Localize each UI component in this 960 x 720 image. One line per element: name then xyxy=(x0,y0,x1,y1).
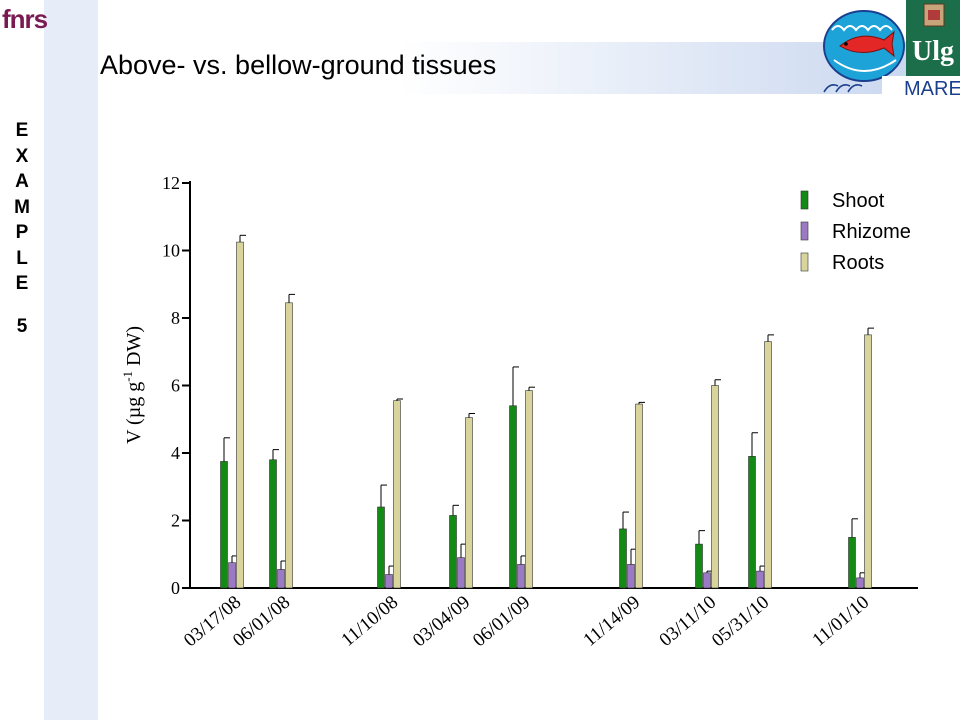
bar-rhizome xyxy=(228,562,236,589)
bar-rhizome xyxy=(277,569,285,589)
bar-shoot xyxy=(269,459,277,589)
side-letter: L xyxy=(16,247,28,269)
bar-shoot xyxy=(509,405,517,589)
left-sidebar-band xyxy=(44,0,98,720)
bar-shoot xyxy=(220,461,228,589)
bar-roots xyxy=(465,417,473,589)
bar-roots xyxy=(635,403,643,589)
x-tick-label: 05/31/10 xyxy=(708,592,773,652)
side-letter: E xyxy=(15,273,29,294)
legend-label: Shoot xyxy=(832,190,885,212)
y-tick-label: 0 xyxy=(171,578,180,598)
side-letter: P xyxy=(15,222,29,243)
bar-rhizome xyxy=(856,577,864,589)
ulg-logo: Ulg xyxy=(906,0,960,76)
side-letter: X xyxy=(15,145,29,167)
bar-rhizome xyxy=(385,574,393,589)
y-tick-label: 4 xyxy=(171,443,180,463)
legend-label: Rhizome xyxy=(832,221,911,243)
bar-rhizome xyxy=(703,572,711,589)
x-tick-label: 03/04/09 xyxy=(409,592,474,652)
x-tick-label: 06/01/09 xyxy=(469,592,534,652)
bar-roots xyxy=(236,241,244,589)
x-tick-label: 11/10/08 xyxy=(337,592,402,651)
bar-shoot xyxy=(377,506,385,589)
bar-roots xyxy=(864,334,872,589)
side-letter: M xyxy=(14,196,30,218)
y-tick-label: 6 xyxy=(171,376,180,396)
bar-shoot xyxy=(449,515,457,589)
y-tick-label: 10 xyxy=(162,241,180,261)
bar-roots xyxy=(764,341,772,589)
bar-rhizome xyxy=(627,564,635,589)
y-axis-label: V (µg g-1 DW) xyxy=(120,326,145,444)
legend-label: Roots xyxy=(832,252,884,274)
institution-logos: Ulg MARE xyxy=(823,0,960,100)
y-tick-label: 12 xyxy=(162,173,180,193)
legend-swatch-roots xyxy=(800,252,809,272)
legend-swatch-shoot xyxy=(800,190,809,210)
legend-swatch-rhizome xyxy=(800,221,809,241)
y-tick-label: 8 xyxy=(171,308,180,328)
side-number: 5 xyxy=(16,315,28,337)
bar-shoot xyxy=(848,537,856,589)
slide-title: Above- vs. bellow-ground tissues xyxy=(100,50,497,80)
y-tick-label: 2 xyxy=(171,511,180,531)
x-tick-label: 03/11/10 xyxy=(655,592,720,651)
bar-roots xyxy=(525,390,533,589)
fnrs-logo: fnrs xyxy=(2,4,48,34)
side-letter: A xyxy=(15,171,29,192)
bar-shoot xyxy=(695,543,703,589)
bar-roots xyxy=(393,400,401,589)
bar-rhizome xyxy=(517,564,525,589)
oceanologie-logo xyxy=(823,10,905,93)
side-letter: E xyxy=(15,120,29,141)
title-banner xyxy=(98,42,960,94)
example-side-label: E X A M P L E 5 xyxy=(8,118,36,339)
ulg-text: Ulg xyxy=(912,36,954,67)
bar-roots xyxy=(711,385,719,589)
bar-rhizome xyxy=(756,570,764,589)
x-tick-label: 11/01/10 xyxy=(808,592,873,651)
bar-rhizome xyxy=(457,557,465,589)
mare-text: MARE xyxy=(904,78,960,100)
x-tick-label: 11/14/09 xyxy=(579,592,644,651)
bar-roots xyxy=(285,302,293,589)
bar-shoot xyxy=(748,456,756,589)
bar-shoot xyxy=(619,528,627,589)
